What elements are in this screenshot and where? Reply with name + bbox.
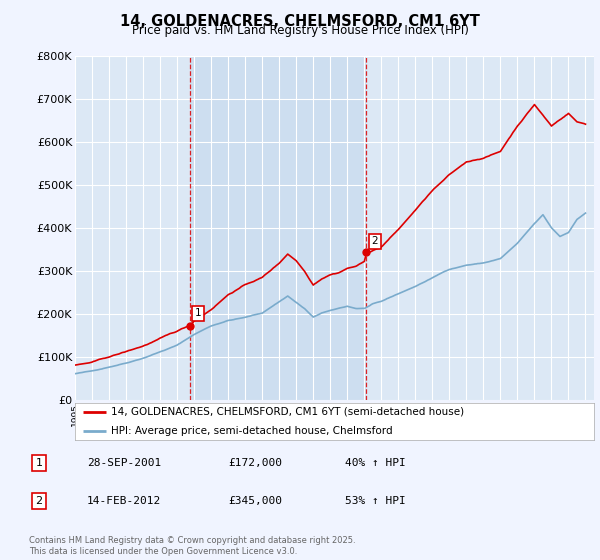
Text: 28-SEP-2001: 28-SEP-2001	[87, 458, 161, 468]
Text: 1: 1	[195, 309, 202, 319]
Text: 40% ↑ HPI: 40% ↑ HPI	[345, 458, 406, 468]
Text: 14-FEB-2012: 14-FEB-2012	[87, 496, 161, 506]
Text: £345,000: £345,000	[228, 496, 282, 506]
Text: Contains HM Land Registry data © Crown copyright and database right 2025.
This d: Contains HM Land Registry data © Crown c…	[29, 536, 355, 556]
Text: HPI: Average price, semi-detached house, Chelmsford: HPI: Average price, semi-detached house,…	[112, 426, 393, 436]
Bar	[190, 56, 367, 400]
Text: 14, GOLDENACRES, CHELMSFORD, CM1 6YT (semi-detached house): 14, GOLDENACRES, CHELMSFORD, CM1 6YT (se…	[112, 407, 464, 417]
Text: Price paid vs. HM Land Registry's House Price Index (HPI): Price paid vs. HM Land Registry's House …	[131, 24, 469, 37]
Text: 14, GOLDENACRES, CHELMSFORD, CM1 6YT: 14, GOLDENACRES, CHELMSFORD, CM1 6YT	[120, 14, 480, 29]
Text: 1: 1	[35, 458, 43, 468]
Text: 2: 2	[371, 236, 378, 246]
Text: £172,000: £172,000	[228, 458, 282, 468]
Text: 2: 2	[35, 496, 43, 506]
Text: 53% ↑ HPI: 53% ↑ HPI	[345, 496, 406, 506]
